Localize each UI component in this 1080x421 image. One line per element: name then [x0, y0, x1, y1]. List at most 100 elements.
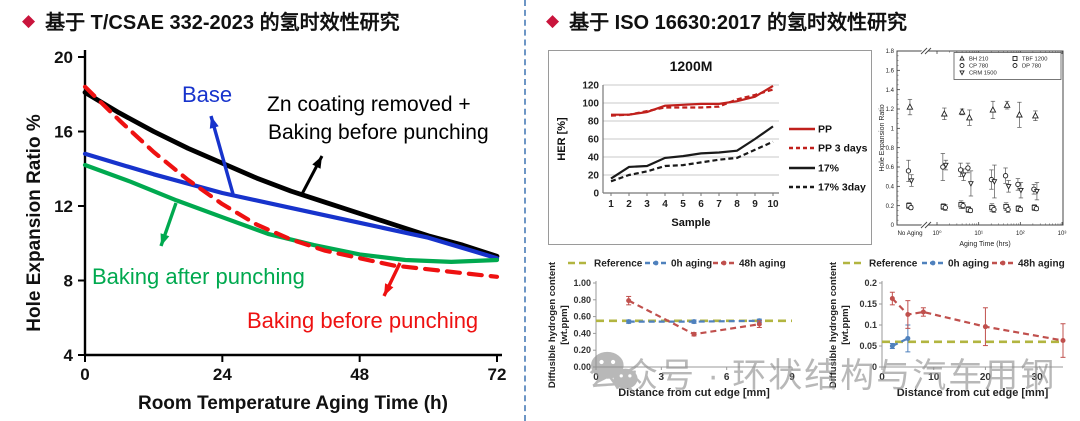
- left-title-text: 基于 T/CSAE 332-2023 的氢时效性研究: [45, 12, 400, 34]
- svg-text:10⁰: 10⁰: [932, 230, 942, 237]
- svg-text:72: 72: [488, 365, 507, 384]
- svg-text:2: 2: [626, 199, 632, 210]
- svg-text:1: 1: [608, 199, 614, 210]
- svg-text:BH 210: BH 210: [969, 57, 988, 63]
- svg-text:Hole Expansion Ratio %: Hole Expansion Ratio %: [24, 114, 45, 332]
- svg-text:9: 9: [789, 372, 795, 383]
- svg-text:16: 16: [54, 123, 73, 142]
- svg-text:0.1: 0.1: [864, 320, 877, 330]
- svg-text:24: 24: [213, 365, 232, 384]
- svg-text:8: 8: [64, 272, 73, 291]
- svg-text:6: 6: [724, 372, 730, 383]
- svg-text:1.00: 1.00: [573, 278, 591, 288]
- svg-text:Baking before punching: Baking before punching: [247, 308, 478, 333]
- svg-text:0: 0: [879, 372, 885, 383]
- iso-1200m-her-chart: 0 20 40 60 80 100 120 1 2 3 4 5 6 7 8 9 10 1200M Sample HER…: [556, 58, 868, 229]
- svg-text:Distance from cut edge [mm]: Distance from cut edge [mm]: [618, 387, 770, 399]
- svg-text:80: 80: [588, 117, 600, 128]
- svg-text:17%: 17%: [818, 163, 840, 175]
- hydrogen-profile-chart-b: 0 0.05 0.1 0.15 0.2 0 10 20 30 Distance from cut …: [828, 259, 1066, 399]
- svg-text:0.4: 0.4: [886, 185, 895, 191]
- svg-text:17% 3day: 17% 3day: [818, 182, 866, 194]
- svg-text:1: 1: [891, 127, 895, 133]
- svg-text:3: 3: [659, 372, 665, 383]
- svg-text:48h aging: 48h aging: [1018, 259, 1065, 270]
- svg-text:Base: Base: [182, 82, 232, 107]
- svg-text:10²: 10²: [1016, 231, 1025, 237]
- svg-text:8: 8: [734, 199, 740, 210]
- svg-text:Baking before punching: Baking before punching: [268, 121, 489, 144]
- svg-text:Hole Expansion Ratio: Hole Expansion Ratio: [879, 104, 886, 171]
- svg-text:0.8: 0.8: [886, 146, 895, 152]
- svg-text:DP 780: DP 780: [1022, 64, 1041, 70]
- diamond-bullet-icon: ◆: [546, 11, 560, 30]
- svg-text:1.2: 1.2: [886, 107, 895, 113]
- svg-text:7: 7: [716, 199, 722, 210]
- svg-text:1200M: 1200M: [670, 58, 713, 74]
- svg-text:Baking after punching: Baking after punching: [92, 264, 305, 289]
- svg-text:10¹: 10¹: [974, 231, 983, 237]
- svg-text:Aging Time (hrs): Aging Time (hrs): [959, 241, 1010, 248]
- svg-text:0: 0: [593, 189, 599, 200]
- svg-text:6: 6: [698, 199, 704, 210]
- svg-text:48: 48: [350, 365, 369, 384]
- svg-text:0.40: 0.40: [573, 328, 591, 338]
- svg-text:48h aging: 48h aging: [739, 259, 786, 270]
- svg-text:Room Temperature Aging Time (: Room Temperature Aging Time (h): [138, 393, 448, 414]
- svg-text:0: 0: [80, 365, 89, 384]
- svg-text:10: 10: [928, 372, 940, 383]
- svg-text:CRM 1500: CRM 1500: [969, 71, 997, 77]
- svg-text:CP 780: CP 780: [969, 64, 988, 70]
- svg-text:0.2: 0.2: [864, 278, 877, 288]
- svg-text:0.2: 0.2: [886, 204, 895, 210]
- svg-text:1.6: 1.6: [886, 69, 895, 75]
- svg-text:Sample: Sample: [671, 217, 710, 229]
- svg-text:TBF 1200: TBF 1200: [1022, 57, 1047, 63]
- iso-1200m-chart-frame: 0 20 40 60 80 100 120 1 2 3 4 5 6 7 8 9 10 1200M Sample HER…: [548, 50, 872, 245]
- svg-text:[wt.ppm]: [wt.ppm]: [559, 305, 570, 345]
- diamond-bullet-icon: ◆: [22, 11, 36, 30]
- svg-text:12: 12: [54, 197, 73, 216]
- svg-text:0.6: 0.6: [886, 165, 895, 171]
- svg-text:10: 10: [767, 199, 779, 210]
- svg-text:40: 40: [588, 153, 600, 164]
- svg-text:Diffusible hydrogen content: Diffusible hydrogen content: [828, 261, 839, 388]
- svg-text:20: 20: [588, 171, 600, 182]
- svg-text:10³: 10³: [1058, 231, 1067, 237]
- svg-text:3: 3: [644, 199, 650, 210]
- svg-text:20: 20: [54, 48, 73, 67]
- svg-text:20: 20: [980, 372, 992, 383]
- svg-text:30: 30: [1032, 372, 1044, 383]
- svg-text:100: 100: [582, 99, 599, 110]
- right-panel-title: ◆ 基于 ISO 16630:2017 的氢时效性研究: [546, 6, 907, 35]
- svg-text:0: 0: [593, 372, 599, 383]
- svg-text:5: 5: [680, 199, 686, 210]
- svg-text:Zn coating removed +: Zn coating removed +: [267, 93, 471, 116]
- svg-text:1.4: 1.4: [886, 88, 895, 94]
- svg-text:0.80: 0.80: [573, 295, 591, 305]
- left-panel-title: ◆ 基于 T/CSAE 332-2023 的氢时效性研究: [22, 6, 400, 35]
- panel-divider: [524, 0, 526, 421]
- svg-text:4: 4: [64, 346, 74, 365]
- svg-text:120: 120: [582, 81, 599, 92]
- svg-text:0.00: 0.00: [573, 362, 591, 372]
- svg-text:9: 9: [752, 199, 758, 210]
- svg-text:[wt.ppm]: [wt.ppm]: [840, 305, 851, 345]
- svg-text:PP 3 days: PP 3 days: [818, 143, 868, 155]
- svg-text:0h aging: 0h aging: [948, 259, 989, 270]
- svg-text:No Aging: No Aging: [897, 230, 923, 237]
- iso-her-scatter-chart: 0 0.2 0.4 0.6 0.8 1 1.2 1.4 1.6 1.8 10⁰ 10¹ 10² 10³ No…: [879, 46, 1067, 248]
- svg-text:Reference: Reference: [594, 259, 643, 270]
- svg-text:0.20: 0.20: [573, 345, 591, 355]
- svg-text:1.8: 1.8: [886, 49, 895, 55]
- svg-text:0: 0: [891, 223, 895, 229]
- svg-text:0.15: 0.15: [859, 299, 877, 309]
- svg-text:0.60: 0.60: [573, 312, 591, 322]
- svg-text:0h aging: 0h aging: [671, 259, 712, 270]
- right-title-text: 基于 ISO 16630:2017 的氢时效性研究: [569, 12, 907, 34]
- svg-text:4: 4: [662, 199, 668, 210]
- hydrogen-profile-chart-a: 0.00 0.20 0.40 0.60 0.80 1.00 0 3 6 9 Distance fro…: [547, 259, 795, 400]
- svg-text:HER [%]: HER [%]: [556, 117, 568, 161]
